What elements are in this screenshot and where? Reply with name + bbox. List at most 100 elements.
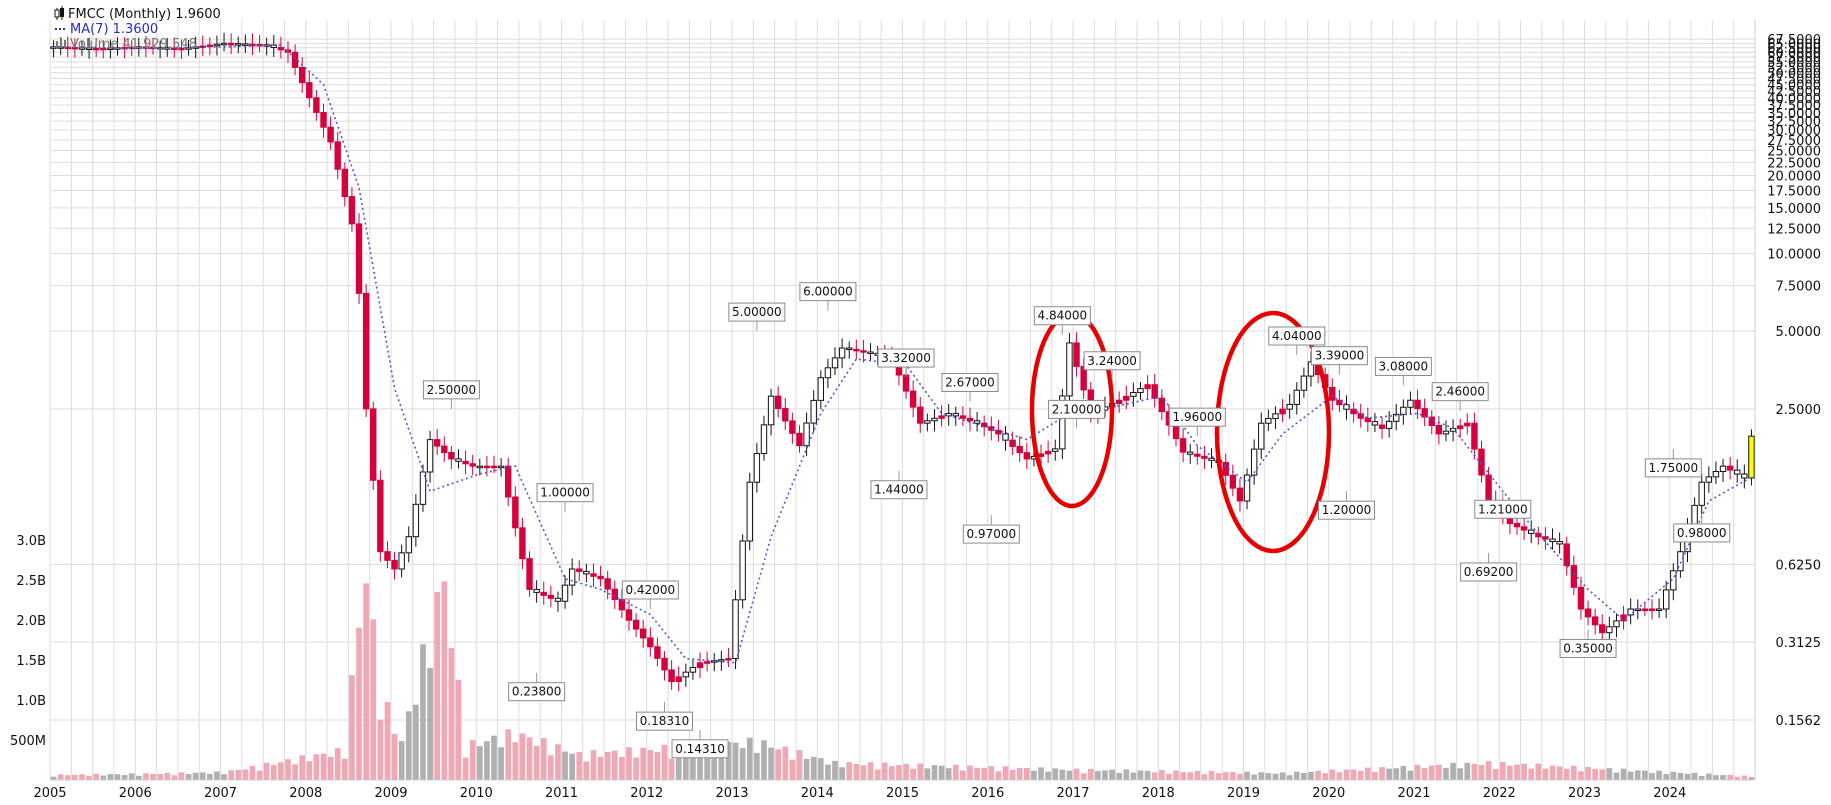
volume-bar bbox=[1457, 768, 1464, 780]
volume-bar bbox=[867, 762, 874, 780]
annotation-box bbox=[941, 372, 999, 392]
candle-body bbox=[1044, 450, 1052, 455]
volume-bar bbox=[484, 741, 490, 780]
volume-bar bbox=[1578, 771, 1584, 780]
annotation-label: 6.00000 bbox=[803, 285, 853, 299]
candle-body bbox=[476, 465, 484, 469]
volume-bar bbox=[1166, 773, 1172, 780]
volume-bar bbox=[256, 770, 263, 780]
volume-bar bbox=[1720, 775, 1726, 780]
candle-body bbox=[306, 82, 313, 99]
y-tick-label: 20.0000 bbox=[1767, 170, 1821, 185]
volume-tick-label: 2.0B bbox=[16, 614, 46, 629]
candle-body bbox=[1158, 397, 1166, 413]
volume-bar bbox=[1222, 772, 1229, 780]
volume-bar bbox=[1542, 768, 1549, 780]
volume-bar bbox=[839, 767, 845, 780]
y-tick-label: 40.0000 bbox=[1767, 92, 1821, 107]
volume-bar bbox=[1045, 771, 1051, 780]
volume-bar bbox=[50, 776, 57, 780]
volume-bar bbox=[1549, 765, 1556, 780]
volume-bar bbox=[121, 775, 128, 780]
candle-body bbox=[1336, 399, 1343, 406]
volume-bar bbox=[1464, 762, 1471, 780]
volume-bar bbox=[1663, 774, 1670, 780]
grid-lines bbox=[49, 20, 1755, 780]
candle-body bbox=[320, 111, 327, 128]
volume-bar bbox=[668, 758, 675, 780]
candle-body bbox=[675, 676, 682, 683]
volume-bar bbox=[1336, 772, 1343, 780]
candle-body bbox=[455, 458, 462, 462]
candle-body bbox=[760, 424, 768, 455]
candle-body bbox=[703, 661, 711, 664]
volume-bar bbox=[214, 771, 220, 780]
legend-volume: Volume 41,929,548 bbox=[70, 37, 197, 52]
annotation-label: 0.23800 bbox=[512, 685, 562, 699]
candle-body bbox=[1130, 391, 1137, 397]
y-tick-label: 50.0000 bbox=[1767, 67, 1821, 82]
candle-body bbox=[931, 417, 938, 422]
candle-body bbox=[185, 47, 192, 50]
candle-body bbox=[959, 415, 967, 419]
candle-body bbox=[1606, 626, 1613, 634]
volume-bar bbox=[1691, 772, 1698, 780]
x-tick-label: 2023 bbox=[1568, 786, 1601, 801]
candle-body bbox=[100, 47, 107, 51]
annotation-box bbox=[1431, 382, 1489, 402]
volume-tick-label: 1.5B bbox=[16, 654, 46, 669]
x-tick-label: 2013 bbox=[715, 786, 748, 801]
candle-body bbox=[1712, 471, 1720, 478]
volume-bar bbox=[1563, 768, 1570, 780]
annotation-box bbox=[1268, 326, 1326, 346]
volume-bar bbox=[590, 750, 597, 780]
volume-bar bbox=[114, 774, 121, 780]
candle-body bbox=[1478, 448, 1485, 476]
candle-body bbox=[654, 646, 661, 659]
candle-body bbox=[526, 558, 533, 590]
annotation-label: 4.84000 bbox=[1038, 309, 1088, 323]
y-tick-label: 67.5000 bbox=[1767, 33, 1821, 48]
candle-body bbox=[561, 584, 569, 602]
volume-bar bbox=[1684, 773, 1691, 780]
volume-bar bbox=[434, 591, 441, 780]
volume-bar bbox=[789, 759, 796, 780]
candle-body bbox=[860, 350, 867, 353]
candle-body bbox=[1179, 438, 1187, 453]
volume-bar bbox=[235, 769, 242, 780]
volume-bar bbox=[207, 774, 213, 780]
candle-body bbox=[1677, 551, 1684, 572]
volume-bar bbox=[1293, 771, 1300, 780]
bar-icon bbox=[56, 38, 66, 48]
volume-tick-label: 500M bbox=[10, 734, 46, 749]
candle-body bbox=[1066, 342, 1073, 397]
candle-body bbox=[767, 395, 775, 426]
volume-bar bbox=[356, 627, 362, 780]
volume-bar bbox=[221, 774, 227, 780]
candle-body bbox=[1151, 384, 1158, 399]
volume-bar bbox=[1492, 768, 1499, 780]
y-tick-label: 52.5000 bbox=[1767, 61, 1821, 76]
volume-bar bbox=[270, 764, 277, 780]
volume-bar bbox=[1407, 770, 1414, 780]
annotation-box bbox=[799, 282, 857, 302]
candle-body bbox=[1250, 448, 1258, 476]
annotation-box bbox=[1048, 399, 1106, 419]
volume-bar bbox=[519, 733, 526, 780]
volume-bar bbox=[1393, 768, 1400, 780]
volume-bar bbox=[448, 648, 455, 780]
volume-bar bbox=[1400, 766, 1407, 780]
volume-bar bbox=[79, 774, 85, 780]
candle-body bbox=[973, 420, 981, 424]
volume-bar bbox=[1421, 768, 1428, 780]
candle-body bbox=[1613, 620, 1620, 628]
volume-bar bbox=[512, 742, 519, 780]
candle-body bbox=[611, 588, 618, 600]
volume-bar bbox=[370, 619, 377, 780]
candle-body bbox=[1549, 538, 1556, 543]
y-tick-label: 0.6250 bbox=[1776, 558, 1822, 573]
volume-bar bbox=[150, 774, 156, 780]
candle-body bbox=[1137, 388, 1144, 393]
candle-body bbox=[1329, 386, 1336, 401]
annotation-box bbox=[728, 302, 786, 322]
